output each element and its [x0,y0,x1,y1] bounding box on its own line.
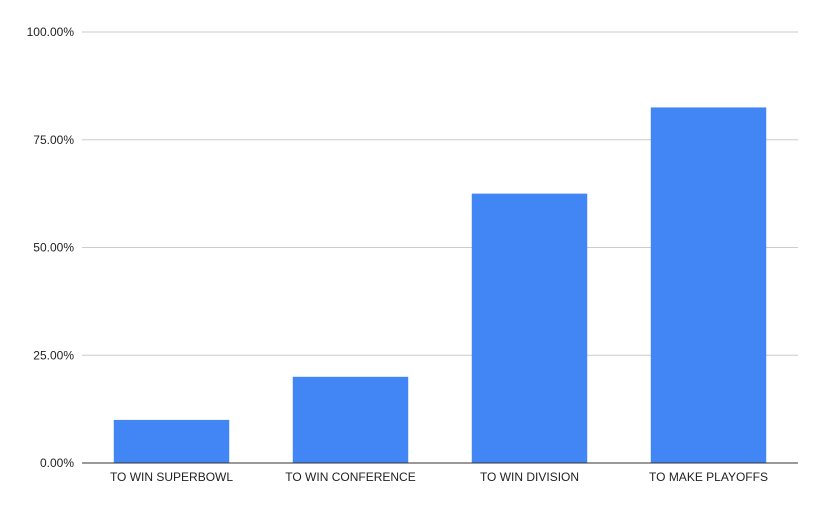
x-category-label: TO MAKE PLAYOFFS [649,470,768,484]
x-category-label: TO WIN SUPERBOWL [110,470,233,484]
x-category-label: TO WIN CONFERENCE [285,470,415,484]
bars [113,107,767,464]
bar [292,376,409,463]
x-axis-category-labels: TO WIN SUPERBOWL TO WIN CONFERENCE TO WIN … [110,470,768,484]
y-axis-tick-labels: 0.00% 25.00% 50.00% 75.00% 100.00% [27,25,75,470]
x-category-label: TO WIN DIVISION [480,470,579,484]
bar [471,193,588,463]
bar [650,107,767,464]
y-tick-label: 50.00% [33,241,74,255]
y-tick-label: 0.00% [40,456,74,470]
y-tick-label: 100.00% [27,25,75,39]
y-tick-label: 25.00% [33,348,74,362]
bar [113,419,230,463]
y-tick-label: 75.00% [33,133,74,147]
